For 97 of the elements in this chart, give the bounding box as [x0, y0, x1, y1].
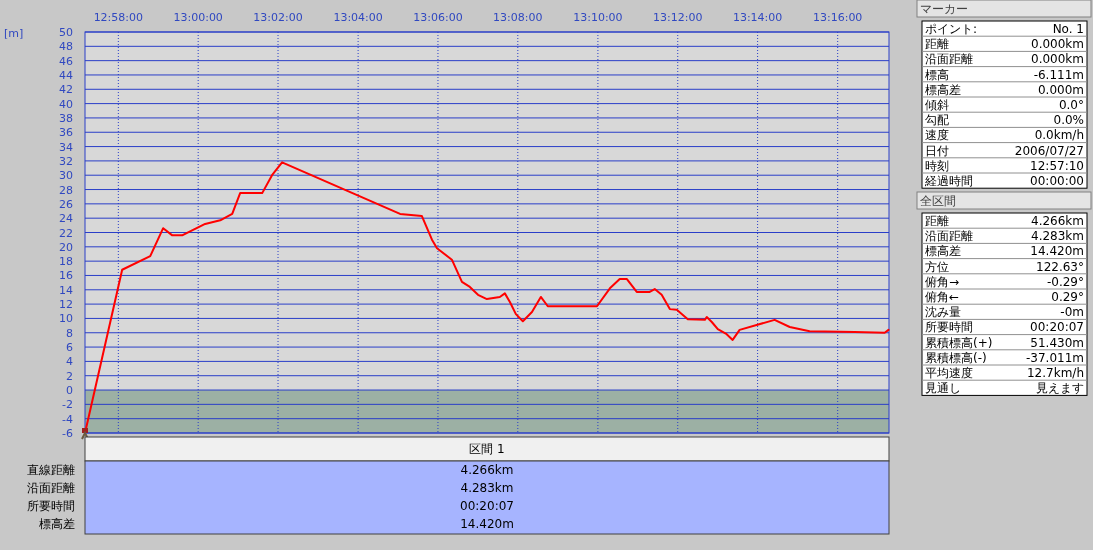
- text: 122.63°: [1036, 259, 1084, 274]
- y-tick-label: 40: [59, 97, 73, 111]
- text: 見えます: [1036, 381, 1084, 396]
- text: 14.420m: [1030, 244, 1084, 259]
- y-tick-label: -2: [62, 398, 73, 412]
- text: -0.29°: [1046, 274, 1084, 289]
- category-label: 方位: [925, 259, 949, 274]
- category-label: 勾配: [925, 113, 949, 128]
- category-label: ポイント:: [925, 22, 978, 36]
- text: 0.0°: [1058, 98, 1084, 112]
- y-tick-label: 10: [59, 312, 73, 326]
- text: -37.011m: [1025, 350, 1084, 365]
- category-label: 沿面距離: [925, 229, 973, 244]
- y-tick-label: 38: [59, 111, 73, 125]
- category-label: 日付: [925, 143, 949, 158]
- y-tick-label: 18: [59, 255, 73, 269]
- y-tick-label: 6: [66, 341, 73, 355]
- category-label: 傾斜: [925, 98, 949, 112]
- category-label: 沈み量: [925, 305, 961, 320]
- category-label: 区間 1: [469, 442, 505, 456]
- y-tick-label: 16: [59, 269, 73, 283]
- text: 0.29°: [1051, 290, 1084, 304]
- y-tick-label: 20: [59, 240, 73, 254]
- text: No. 1: [1052, 22, 1084, 36]
- y-tick-label: 2: [66, 369, 73, 383]
- text: 14.420m: [460, 517, 514, 531]
- x-tick-label: 13:08:00: [493, 11, 543, 24]
- y-tick-label: 22: [59, 226, 73, 240]
- y-tick-label: 44: [59, 68, 73, 82]
- x-tick-label: 13:00:00: [173, 11, 223, 24]
- text: 4.283km: [1031, 229, 1084, 244]
- category-label: 標高差: [925, 244, 961, 259]
- y-tick-label: -4: [62, 412, 73, 426]
- text: 0.0km/h: [1034, 128, 1084, 143]
- text: マーカー: [920, 2, 968, 16]
- text: 4.266km: [1031, 214, 1084, 228]
- category-label: 標高差: [39, 517, 75, 531]
- category-label: 経過時間: [925, 174, 973, 188]
- y-tick-label: 50: [59, 26, 73, 39]
- y-tick-label: 46: [59, 54, 73, 68]
- y-tick-label: 0: [66, 384, 73, 398]
- text: 全区間: [920, 194, 956, 208]
- y-tick-label: 28: [59, 183, 73, 197]
- x-tick-label: 13:14:00: [732, 11, 783, 24]
- y-tick-label: 4: [66, 355, 73, 369]
- category-label: 沿面距離: [27, 481, 75, 495]
- category-label: 俯角←: [925, 290, 960, 304]
- y-tick-label: 14: [59, 283, 73, 297]
- x-tick-label: 13:06:00: [413, 11, 463, 24]
- text: 0.000km: [1031, 52, 1084, 67]
- category-label: 平均速度: [925, 366, 973, 380]
- text: 0.000m: [1037, 82, 1084, 97]
- text: 12:57:10: [1030, 158, 1084, 173]
- y-tick-label: 48: [59, 40, 73, 54]
- y-tick-label: 24: [59, 212, 73, 226]
- y-tick-label: 8: [66, 326, 73, 340]
- category-label: 時刻: [925, 158, 949, 173]
- y-tick-label: 32: [59, 154, 73, 168]
- category-label: 累積標高(-): [925, 350, 987, 365]
- text: 0.000km: [1031, 37, 1084, 52]
- text: 00:20:07: [460, 499, 514, 513]
- category-label: 俯角→: [925, 274, 960, 289]
- text: 00:20:07: [1030, 320, 1084, 335]
- text: 00:00:00: [1030, 174, 1084, 188]
- category-label: 所要時間: [925, 320, 973, 335]
- text: 4.266km: [460, 463, 514, 477]
- text: -6.111m: [1033, 67, 1084, 82]
- y-tick-label: 36: [59, 126, 73, 140]
- category-label: 所要時間: [27, 499, 75, 513]
- x-tick-label: 13:02:00: [253, 11, 303, 24]
- text: 2006/07/27: [1014, 143, 1084, 158]
- y-tick-label: 26: [59, 197, 73, 211]
- text: -0m: [1060, 305, 1084, 320]
- y-tick-label: -6: [62, 427, 73, 440]
- x-tick-label: 13:04:00: [333, 11, 383, 24]
- category-label: 累積標高(+): [925, 335, 993, 350]
- category-label: 沿面距離: [925, 52, 973, 67]
- category-label: 標高差: [925, 82, 961, 97]
- x-tick-label: 13:10:00: [573, 11, 623, 24]
- text: 0.0%: [1053, 113, 1084, 128]
- x-tick-label: 12:58:00: [93, 11, 144, 24]
- x-tick-label: 13:16:00: [812, 11, 863, 24]
- y-tick-label: 12: [59, 298, 73, 312]
- category-label: 直線距離: [27, 463, 75, 477]
- y-tick-label: 42: [59, 83, 73, 97]
- x-tick-label: 13:12:00: [653, 11, 703, 24]
- y-tick-label: 30: [59, 169, 73, 183]
- text: 12.7km/h: [1026, 366, 1084, 380]
- y-axis-title: [m]: [4, 27, 24, 40]
- category-label: 速度: [925, 128, 949, 143]
- category-label: 距離: [925, 214, 949, 228]
- text: 51.430m: [1030, 335, 1084, 350]
- category-label: 見通し: [925, 381, 961, 396]
- category-label: 距離: [925, 37, 949, 52]
- text: 4.283km: [460, 481, 514, 495]
- category-label: 標高: [925, 67, 949, 82]
- y-tick-label: 34: [59, 140, 73, 154]
